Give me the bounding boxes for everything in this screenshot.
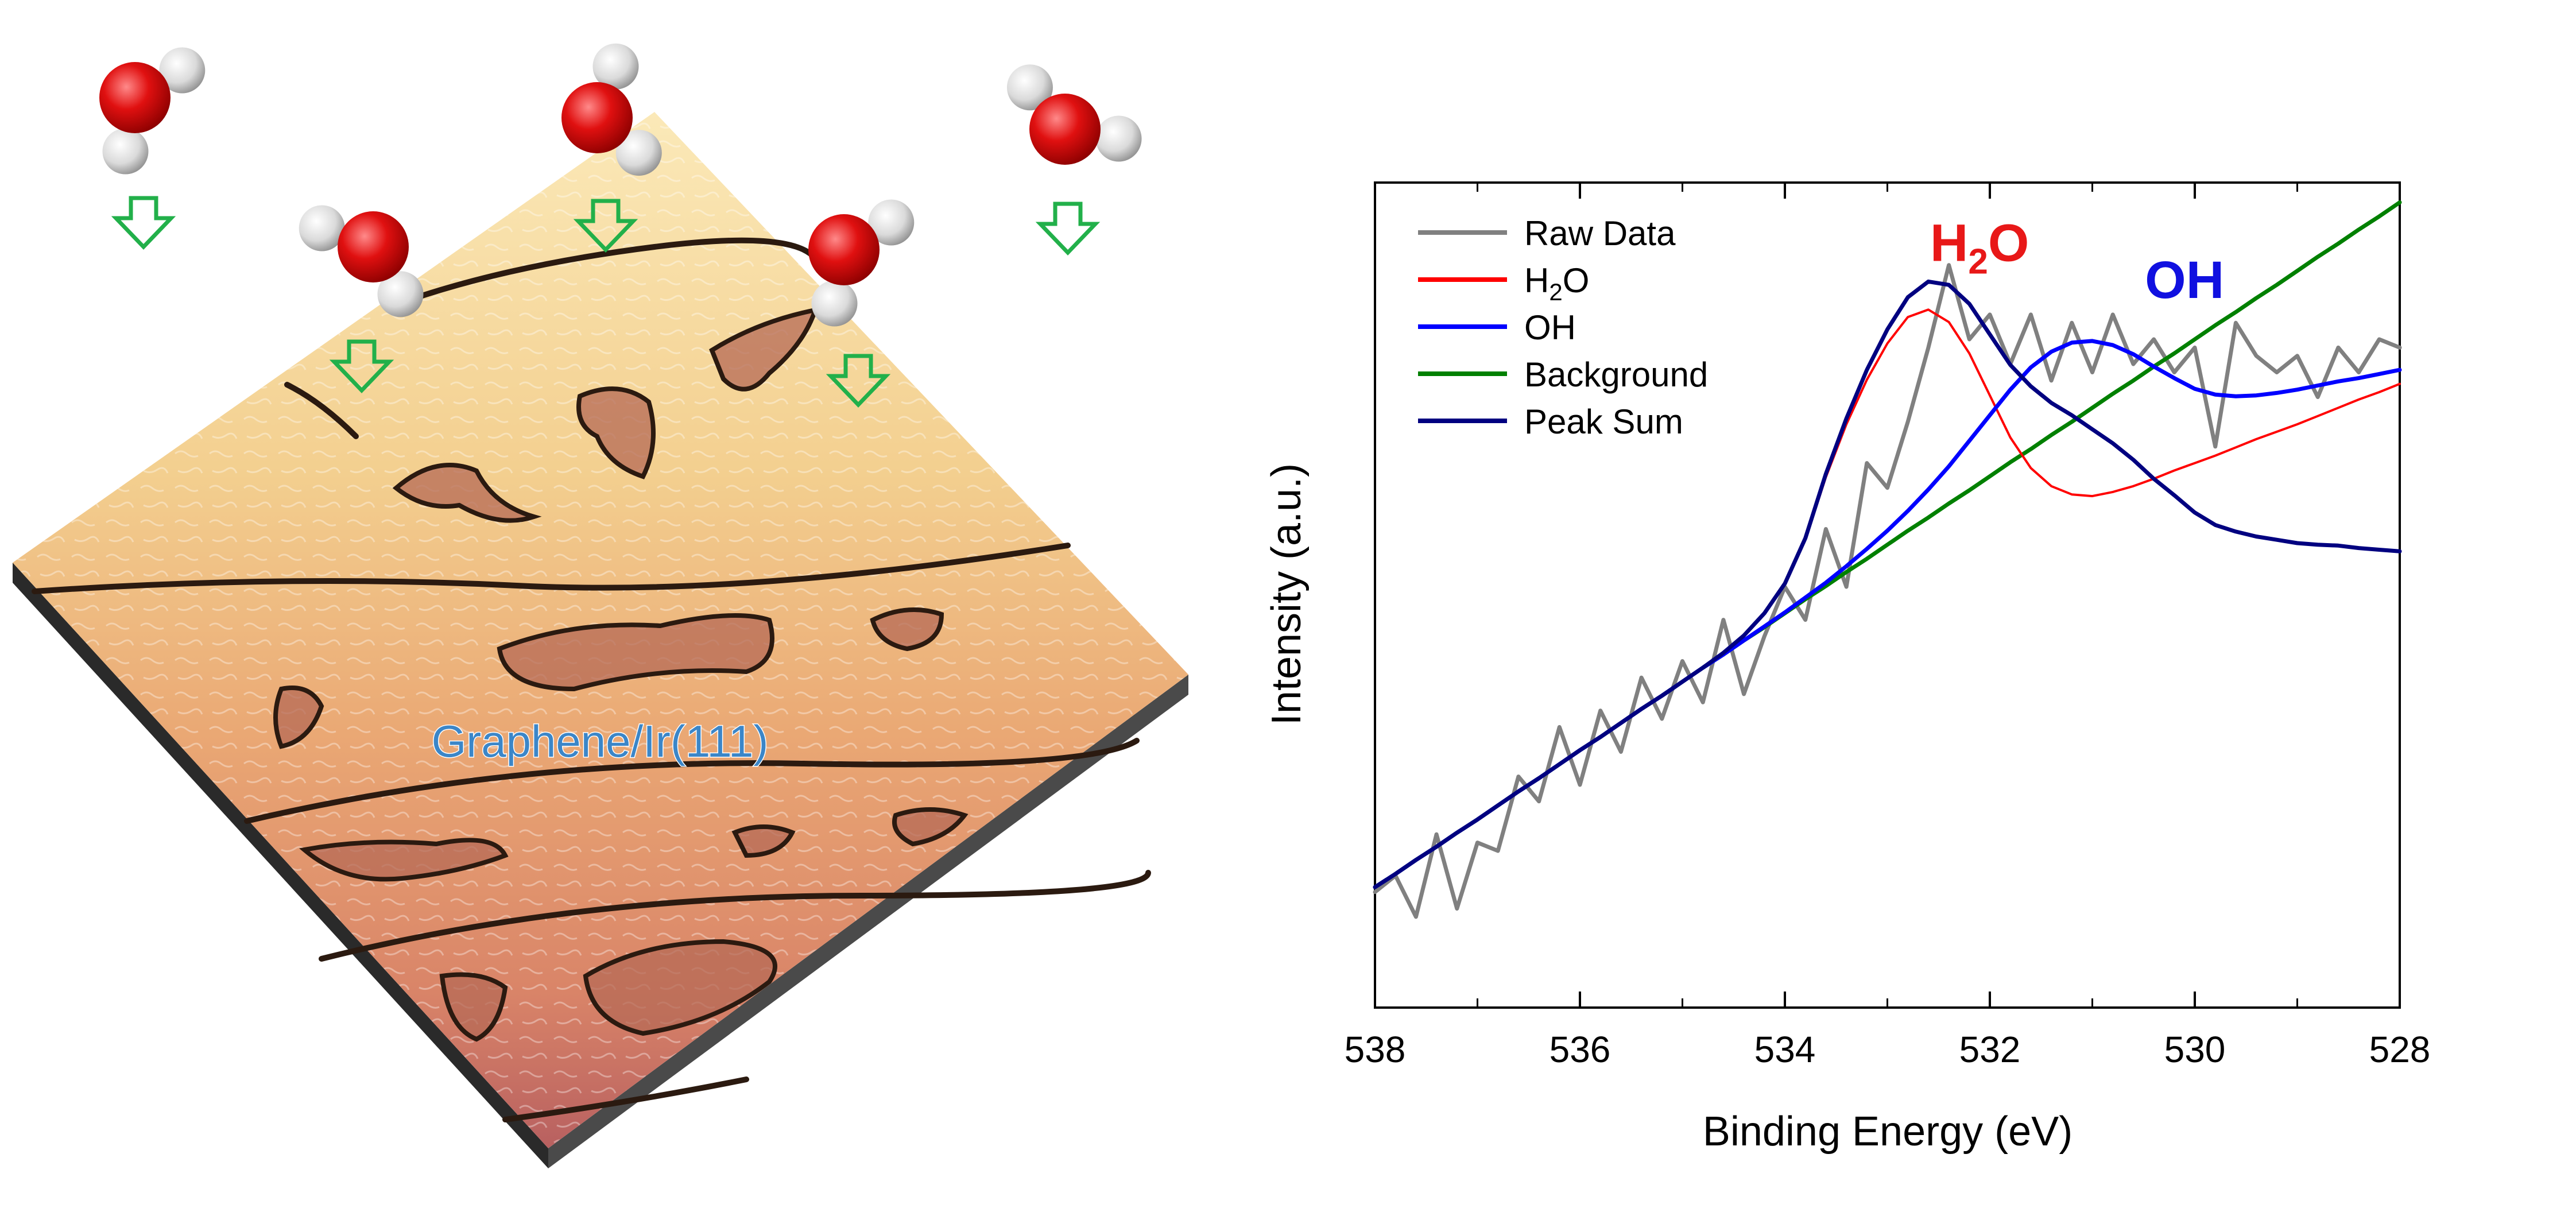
step-edge xyxy=(32,543,1071,594)
water-molecule xyxy=(808,199,915,408)
legend-label: Raw Data xyxy=(1524,214,1676,253)
island xyxy=(497,613,774,692)
oxygen-atom xyxy=(561,82,633,153)
island xyxy=(709,307,819,392)
oxygen-atom xyxy=(808,214,880,285)
x-tick-label: 534 xyxy=(1754,1029,1816,1070)
step-edge xyxy=(319,870,1151,962)
xps-chart: 538 536 534 532 530 528 Raw DataH2OOHBackgrou… xyxy=(1264,181,2431,1155)
legend-item: Raw Data xyxy=(1418,214,1676,253)
hydrogen-atom xyxy=(377,271,424,317)
down-arrow-icon xyxy=(329,339,394,394)
x-tick-label: 538 xyxy=(1345,1029,1406,1070)
legend-label: Peak Sum xyxy=(1524,402,1683,441)
island xyxy=(299,838,509,882)
legend-label: H2O xyxy=(1524,261,1589,305)
island xyxy=(392,463,542,523)
legend-item: H2O xyxy=(1418,261,1589,305)
island xyxy=(731,824,796,858)
y-axis-label: Intensity (a.u.) xyxy=(1264,463,1310,725)
hydrogen-atom xyxy=(1006,64,1053,111)
x-tick-label: 532 xyxy=(1959,1029,2021,1070)
step-edge xyxy=(284,382,359,439)
hydrogen-atom xyxy=(159,47,206,94)
down-arrow-icon xyxy=(111,196,176,250)
hydrogen-atom xyxy=(592,43,639,90)
oxygen-atom xyxy=(1029,94,1101,165)
hydrogen-atom xyxy=(868,199,915,246)
x-axis-ticks: 538 536 534 532 530 528 xyxy=(1345,183,2431,1070)
down-arrow-icon xyxy=(1035,202,1101,256)
hydrogen-atom xyxy=(811,280,858,327)
peak-annotation: OH xyxy=(2145,251,2224,309)
legend-label: Background xyxy=(1524,355,1708,394)
legend-item: Peak Sum xyxy=(1418,402,1683,441)
island xyxy=(892,807,969,847)
series-line-raw-data xyxy=(1373,263,2402,919)
water-molecules xyxy=(99,43,1142,408)
island xyxy=(583,939,777,1036)
annotations: H2O OH xyxy=(1930,214,2224,310)
step-edges xyxy=(32,237,1151,1122)
peak-annotation: H2O xyxy=(1930,214,2029,282)
water-molecule xyxy=(561,43,662,253)
hydrogen-atom xyxy=(299,205,345,251)
down-arrow-icon xyxy=(573,199,638,253)
x-tick-label: 536 xyxy=(1550,1029,1611,1070)
island xyxy=(576,386,656,479)
plot-series xyxy=(1373,200,2402,919)
legend-item: Background xyxy=(1418,355,1708,394)
ir-islands xyxy=(273,307,969,1042)
series-line-peak-sum xyxy=(1373,279,2402,889)
island xyxy=(439,972,508,1042)
down-arrow-icon xyxy=(826,354,891,408)
hydrogen-atom xyxy=(102,128,149,175)
stm-surface-illustration: Graphene/Ir(111) xyxy=(13,43,1188,1168)
hydrogen-atom xyxy=(1095,115,1142,162)
x-tick-label: 530 xyxy=(2164,1029,2226,1070)
step-edge xyxy=(410,237,818,301)
legend-item: OH xyxy=(1418,308,1576,347)
island xyxy=(273,686,324,749)
water-molecule xyxy=(299,205,424,394)
surface-side-wall-right xyxy=(548,675,1188,1168)
surface-label: Graphene/Ir(111) xyxy=(432,716,769,766)
legend-label: OH xyxy=(1524,308,1576,347)
water-molecule xyxy=(99,47,206,250)
island xyxy=(870,607,944,652)
surface-side-wall xyxy=(13,563,548,1168)
step-edge xyxy=(502,1076,749,1122)
step-edge xyxy=(244,738,1140,824)
water-molecule xyxy=(1006,64,1142,256)
hydrogen-atom xyxy=(615,130,662,176)
x-tick-label: 528 xyxy=(2369,1029,2431,1070)
oxygen-atom xyxy=(99,62,171,133)
x-axis-label: Binding Energy (eV) xyxy=(1703,1109,2073,1155)
oxygen-atom xyxy=(338,211,409,282)
